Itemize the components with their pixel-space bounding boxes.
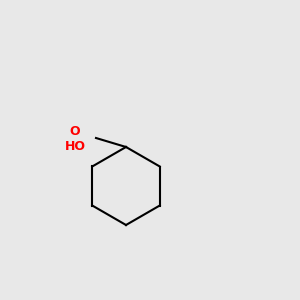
Text: HO: HO bbox=[64, 140, 86, 153]
Text: O: O bbox=[70, 125, 80, 138]
